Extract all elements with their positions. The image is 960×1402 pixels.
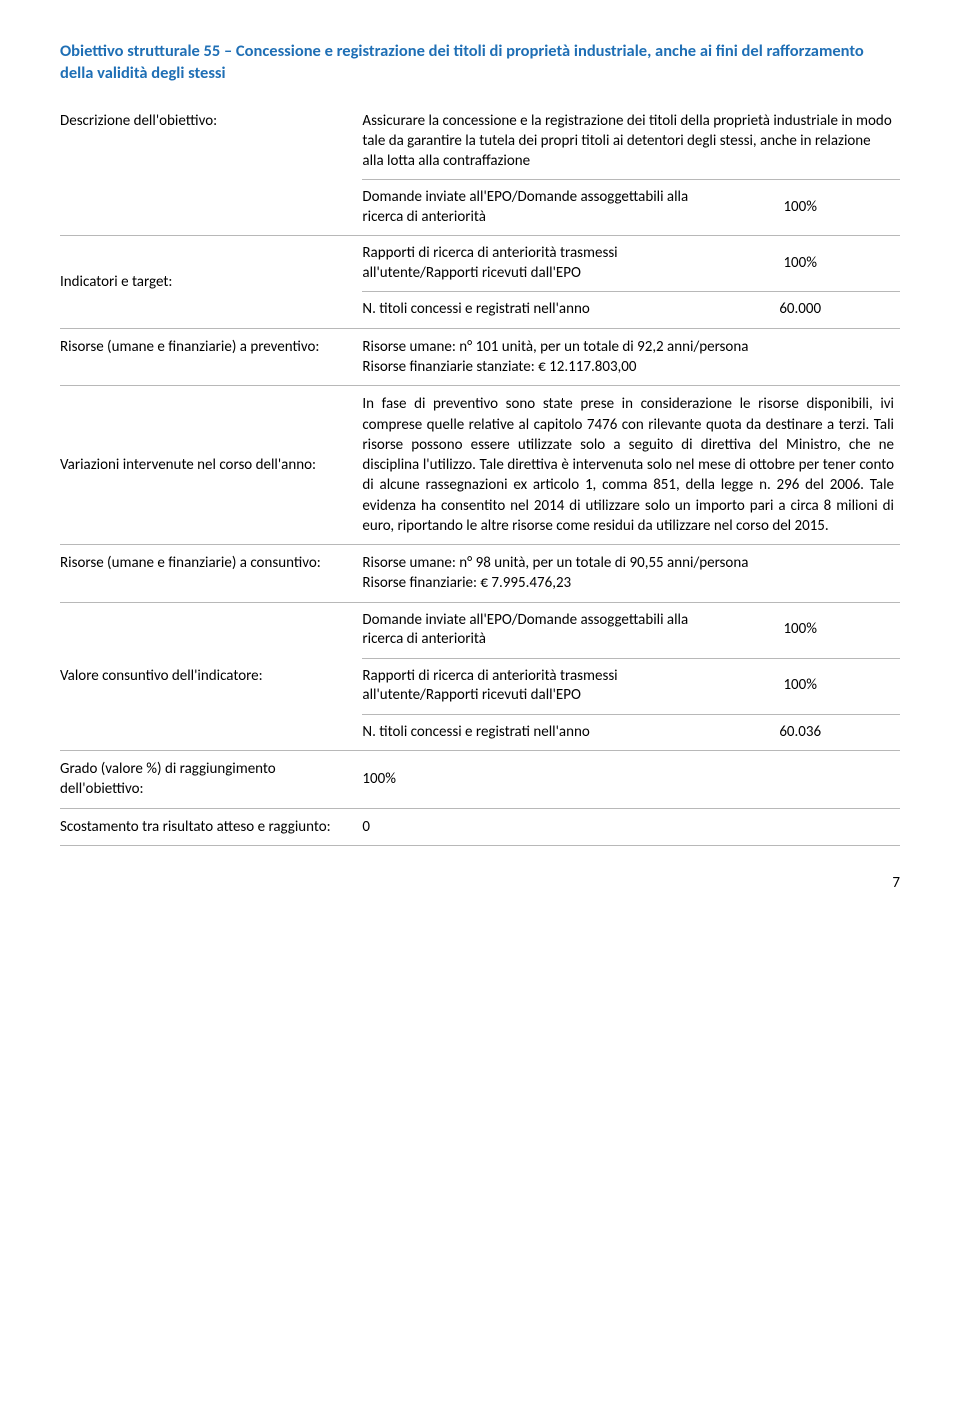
indicator-value: 100% <box>706 603 900 658</box>
indicator-label: Rapporti di ricerca di anteriorità trasm… <box>362 236 706 291</box>
indicator-label: N. titoli concessi e registrati nell'ann… <box>362 715 706 751</box>
indicator-label: N. titoli concessi e registrati nell'ann… <box>362 292 706 328</box>
indicator-value: 100% <box>706 659 900 714</box>
indicator-value: 100% <box>706 236 900 291</box>
indicatori-inner: Rapporti di ricerca di anteriorità trasm… <box>362 236 900 291</box>
value-scostamento: 0 <box>362 808 900 845</box>
label-descrizione: Descrizione dell'obiettivo: <box>60 103 362 236</box>
label-grado: Grado (valore %) di raggiungimento dell'… <box>60 751 362 809</box>
indicator-label: Rapporti di ricerca di anteriorità trasm… <box>362 659 706 714</box>
consuntivo-inner: Domande inviate all'EPO/Domande assogget… <box>362 603 900 658</box>
value-risorse-prev: Risorse umane: n° 101 unità, per un tota… <box>362 328 900 386</box>
table-row: Variazioni intervenute nel corso dell'an… <box>60 386 900 545</box>
table-row: Indicatori e target: Rapporti di ricerca… <box>60 236 900 292</box>
indicator-value: 100% <box>706 180 900 235</box>
value-grado: 100% <box>362 751 900 809</box>
indicator-label: Domande inviate all'EPO/Domande assogget… <box>362 180 706 235</box>
indicator-value: 60.036 <box>706 715 900 751</box>
table-row <box>60 845 900 846</box>
label-risorse-cons: Risorse (umane e finanziarie) a consunti… <box>60 545 362 603</box>
indicatori-inner: N. titoli concessi e registrati nell'ann… <box>362 292 900 328</box>
label-scostamento: Scostamento tra risultato atteso e raggi… <box>60 808 362 845</box>
indicatori-top-row: Domande inviate all'EPO/Domande assogget… <box>362 180 900 235</box>
consuntivo-inner: Rapporti di ricerca di anteriorità trasm… <box>362 659 900 714</box>
table-row: Risorse (umane e finanziarie) a consunti… <box>60 545 900 603</box>
table-row: Descrizione dell'obiettivo: Assicurare l… <box>60 103 900 180</box>
page-title: Obiettivo strutturale 55 – Concessione e… <box>60 40 900 85</box>
indicator-value: 60.000 <box>706 292 900 328</box>
indicator-label: Domande inviate all'EPO/Domande assogget… <box>362 603 706 658</box>
label-indicatori: Indicatori e target: <box>60 236 362 329</box>
data-table: Descrizione dell'obiettivo: Assicurare l… <box>60 103 900 846</box>
value-risorse-cons: Risorse umane: n° 98 unità, per un total… <box>362 545 900 603</box>
value-descrizione: Assicurare la concessione e la registraz… <box>362 103 900 180</box>
label-risorse-prev: Risorse (umane e finanziarie) a preventi… <box>60 328 362 386</box>
table-row: Scostamento tra risultato atteso e raggi… <box>60 808 900 845</box>
label-variazioni: Variazioni intervenute nel corso dell'an… <box>60 386 362 545</box>
table-row: Risorse (umane e finanziarie) a preventi… <box>60 328 900 386</box>
label-valore-cons: Valore consuntivo dell'indicatore: <box>60 602 362 751</box>
table-row: Grado (valore %) di raggiungimento dell'… <box>60 751 900 809</box>
page-number: 7 <box>60 874 900 892</box>
consuntivo-inner: N. titoli concessi e registrati nell'ann… <box>362 715 900 751</box>
value-variazioni: In fase di preventivo sono state prese i… <box>362 386 900 545</box>
table-row: Valore consuntivo dell'indicatore: Doman… <box>60 602 900 658</box>
